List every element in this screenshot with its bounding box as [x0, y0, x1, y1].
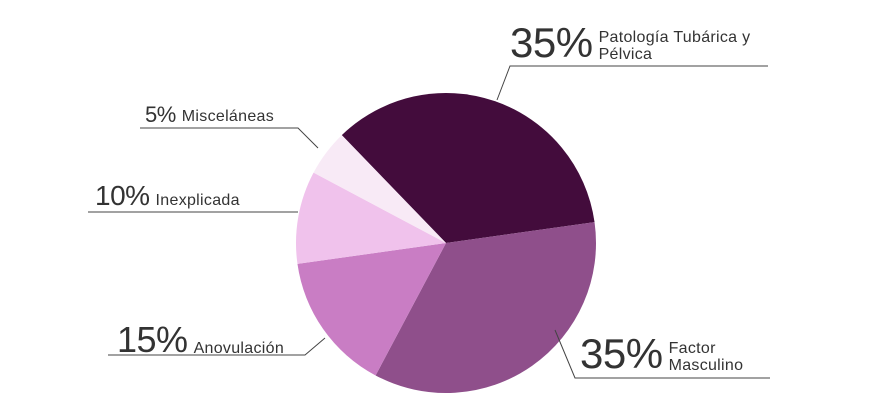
leader-line: [108, 337, 326, 356]
pie-slice: [295, 172, 446, 264]
leader-line: [496, 65, 768, 101]
value-label: 35%: [510, 19, 593, 66]
slice-label: 35% Factor Masculino: [580, 333, 769, 375]
pie-slice: [297, 243, 446, 376]
slice-label: 5% Misceláneas: [145, 104, 274, 126]
leader-line: [554, 329, 770, 379]
slice-label: 15% Anovulación: [117, 322, 284, 358]
value-label: 15%: [117, 319, 188, 360]
category-label: Anovulación: [193, 340, 285, 358]
category-label: Misceláneas: [181, 108, 275, 126]
leader-line: [140, 127, 319, 149]
value-label: 5%: [145, 102, 176, 127]
category-label: Patología Tubárica y Pélvica: [598, 28, 751, 64]
pie-slice: [375, 222, 596, 393]
slice-label: 35% Patología Tubárica y Pélvica: [510, 22, 774, 64]
value-label: 35%: [580, 330, 663, 377]
category-label: Factor Masculino: [668, 339, 744, 375]
value-label: 10%: [95, 180, 150, 211]
pie-slice: [313, 135, 446, 243]
slice-label: 10% Inexplicada: [95, 182, 240, 210]
category-label: Inexplicada: [155, 192, 240, 210]
pie-slice: [341, 93, 595, 244]
